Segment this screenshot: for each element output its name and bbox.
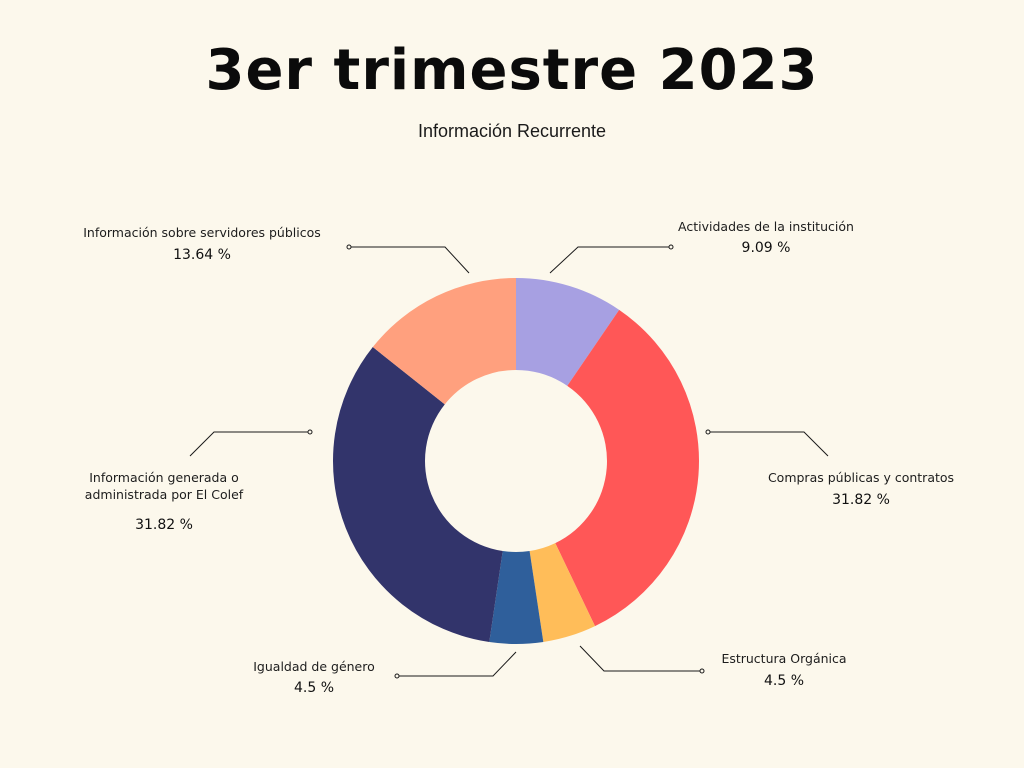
- slice-value-actividades: 9.09 %: [741, 240, 791, 256]
- slice-label-igualdad: Igualdad de género: [253, 659, 375, 674]
- slice-label-actividades: Actividades de la institución: [678, 219, 854, 234]
- slice-actividades: [516, 278, 620, 386]
- leader-estructura-dot: [699, 668, 705, 674]
- callout-lines: [189, 244, 829, 679]
- leader-generada-dot: [307, 429, 313, 435]
- slice-generada: [333, 347, 503, 643]
- slice-value-estructura: 4.5 %: [763, 673, 805, 689]
- leader-igualdad-dot: [394, 673, 400, 679]
- slice-value-igualdad: 4.5 %: [293, 680, 335, 696]
- slice-servidores: [372, 278, 516, 405]
- slice-label-generada: Información generada o administrada por …: [84, 470, 244, 502]
- leader-actividades-dot: [668, 244, 674, 250]
- leader-generada: [189, 431, 310, 457]
- leader-igualdad: [397, 651, 517, 677]
- slice-value-compras: 31.82 %: [832, 492, 890, 508]
- slice-estructura: [529, 543, 595, 642]
- slices-group: [333, 278, 699, 644]
- slice-label-compras: Compras públicas y contratos: [767, 470, 955, 485]
- slice-value-servidores: 13.64 %: [173, 247, 231, 263]
- slice-compras: [555, 309, 699, 627]
- leader-estructura: [579, 645, 702, 672]
- leader-compras: [708, 431, 829, 457]
- leader-actividades: [549, 246, 671, 274]
- slice-label-estructura: Estructura Orgánica: [721, 651, 847, 666]
- leader-servidores: [349, 246, 470, 274]
- leader-compras-dot: [705, 429, 711, 435]
- leader-servidores-dot: [346, 244, 352, 250]
- slice-igualdad: [489, 550, 544, 644]
- chart-subtitle: Información Recurrente: [417, 121, 607, 141]
- chart-title: 3er trimestre 2023: [205, 38, 819, 103]
- slice-value-generada: 31.82 %: [135, 517, 193, 533]
- slice-label-servidores: Información sobre servidores públicos: [83, 225, 321, 240]
